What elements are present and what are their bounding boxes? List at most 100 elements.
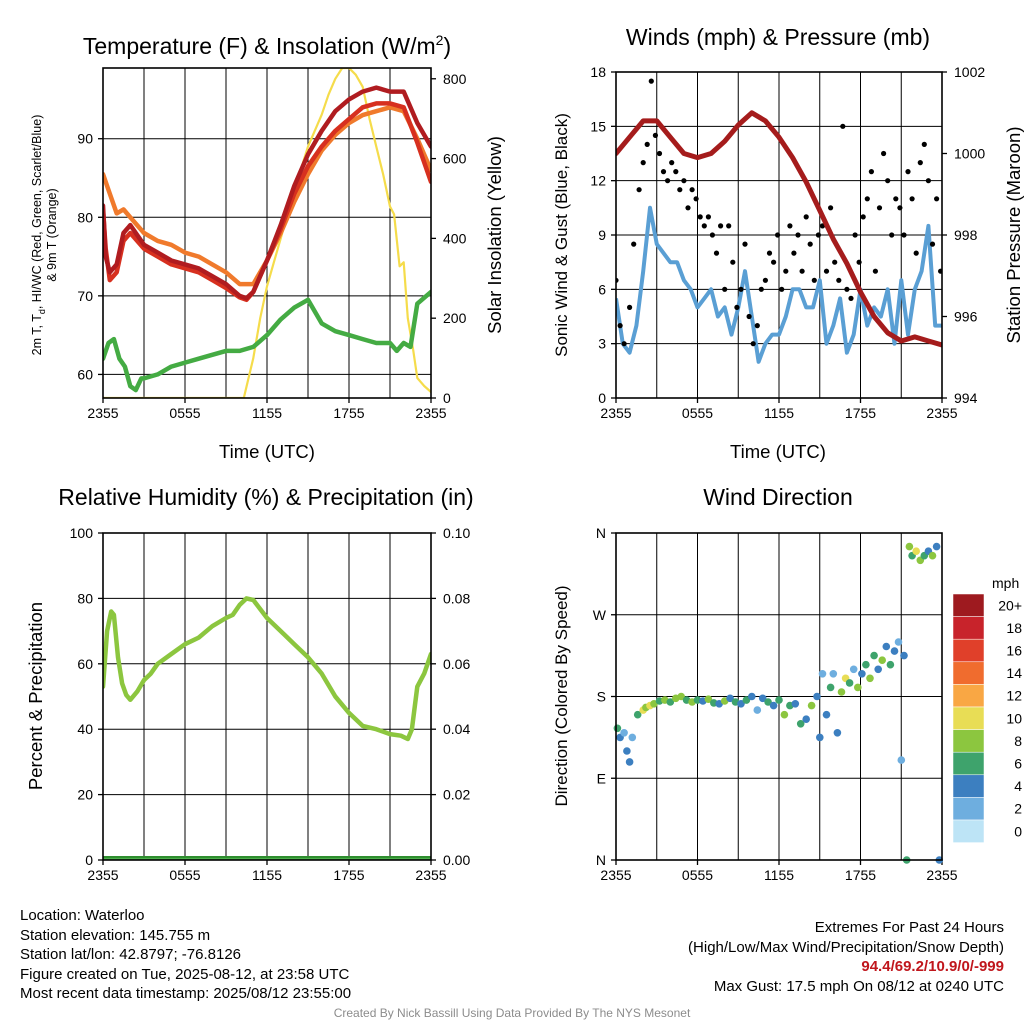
gust-point bbox=[836, 277, 842, 283]
wind-direction-point bbox=[900, 651, 908, 660]
wind_direction-xtick-label: 1155 bbox=[764, 867, 794, 883]
colorbar-swatch bbox=[952, 706, 985, 730]
wind-direction-point bbox=[928, 551, 937, 560]
colorbar-swatch bbox=[952, 616, 985, 640]
wind-direction-point bbox=[677, 692, 685, 701]
extremes-title: Extremes For Past 24 Hours bbox=[814, 919, 1004, 936]
wind-direction-point bbox=[620, 729, 628, 737]
wind-direction-point bbox=[726, 694, 734, 703]
gust-point bbox=[860, 214, 866, 220]
wind-direction-point bbox=[780, 710, 789, 719]
winds-panel-title: Winds (mph) & Pressure (mb) bbox=[626, 24, 930, 50]
temperature-xtick-label: 0555 bbox=[169, 405, 200, 421]
wind-direction-point bbox=[826, 683, 835, 692]
wind-direction-point bbox=[822, 710, 831, 719]
humidity-xtick-label: 0555 bbox=[169, 867, 200, 883]
colorbar-label: 8 bbox=[1014, 733, 1022, 749]
gust-point bbox=[669, 160, 675, 166]
gust-point bbox=[799, 268, 805, 274]
gust-point bbox=[881, 150, 887, 157]
gust-point bbox=[852, 232, 858, 238]
winds-y2tick-label: 996 bbox=[954, 309, 978, 325]
colorbar-label: 18 bbox=[1006, 620, 1022, 636]
gust-point bbox=[754, 323, 760, 329]
gust-point bbox=[709, 232, 716, 238]
temperature-2m-line-group bbox=[103, 85, 431, 301]
humidity-ytick-label: 20 bbox=[77, 787, 93, 803]
humidity-border bbox=[102, 532, 432, 861]
insolation-line-group bbox=[103, 68, 431, 398]
station-pressure-line bbox=[616, 110, 942, 348]
insolation-line bbox=[103, 68, 431, 398]
winds-y2tick-label: 994 bbox=[954, 390, 978, 406]
recent-timestamp: Most recent data timestamp: 2025/08/12 2… bbox=[20, 985, 352, 1002]
temperature-9m-line bbox=[103, 105, 431, 287]
wind_direction-ytick-label: W bbox=[593, 607, 607, 623]
gust-point bbox=[713, 250, 720, 256]
colorbar-label: 10 bbox=[1006, 710, 1022, 726]
humidity-panel-title: Relative Humidity (%) & Precipitation (i… bbox=[58, 484, 473, 510]
wind-direction-point bbox=[858, 670, 866, 678]
gust-point bbox=[627, 304, 633, 310]
station-latlon: Station lat/lon: 42.8797; -76.8126 bbox=[20, 946, 242, 963]
colorbar-swatch bbox=[952, 751, 985, 776]
temperature-x-axis-label: Time (UTC) bbox=[219, 441, 315, 462]
gust-point bbox=[726, 223, 732, 229]
humidity-y2tick-label: 0.00 bbox=[443, 852, 470, 868]
wind-direction-point bbox=[816, 733, 824, 742]
colorbar-swatch bbox=[952, 661, 985, 685]
gust-point bbox=[617, 323, 623, 329]
extremes-description: (High/Low/Max Wind/Precipitation/Snow De… bbox=[688, 938, 1004, 956]
wind-direction-point bbox=[802, 715, 810, 723]
colorbar-swatch bbox=[952, 684, 985, 708]
extremes-values: 94.4/69.2/10.9/0/-999 bbox=[861, 958, 1004, 975]
dewpoint-line-group bbox=[103, 289, 431, 393]
wind-direction-point bbox=[932, 542, 941, 551]
gust-point bbox=[673, 169, 679, 175]
gust-point bbox=[815, 232, 822, 238]
humidity-ytick-label: 40 bbox=[77, 721, 93, 737]
gust-point bbox=[652, 132, 659, 138]
wind-direction-point bbox=[737, 700, 745, 708]
wind-direction-point bbox=[890, 647, 899, 655]
humidity-ytick-label: 60 bbox=[77, 656, 93, 672]
humidity-y2tick-label: 0.08 bbox=[443, 590, 470, 606]
colorbar-label: 20+ bbox=[998, 597, 1022, 613]
winds-xtick-label: 2355 bbox=[600, 405, 631, 421]
wind-direction-point bbox=[905, 542, 914, 551]
gust-point bbox=[701, 223, 707, 229]
temperature-2m-line bbox=[103, 85, 431, 301]
gust-point bbox=[889, 232, 895, 238]
wind-direction-point bbox=[849, 665, 858, 674]
gust-point bbox=[885, 178, 891, 184]
wind-direction-point bbox=[748, 692, 756, 701]
wind-direction-point bbox=[837, 688, 846, 696]
gust-point bbox=[631, 241, 637, 247]
wind-direction-point bbox=[854, 683, 862, 692]
winds-ytick-label: 0 bbox=[598, 390, 606, 406]
colorbar-unit-label: mph bbox=[992, 575, 1019, 591]
wind_direction-xtick-label: 1755 bbox=[845, 867, 876, 883]
gust-point bbox=[730, 259, 736, 265]
gust-point bbox=[771, 259, 777, 265]
gust-point bbox=[677, 187, 683, 193]
temperature-9m-line-group bbox=[103, 105, 431, 287]
winds-y2tick-label: 1002 bbox=[954, 64, 985, 80]
gust-point bbox=[934, 196, 940, 202]
gust-point bbox=[913, 250, 919, 256]
temperature-y2tick-label: 800 bbox=[443, 71, 467, 87]
figure-created: Figure created on Tue, 2025-08-12, at 23… bbox=[20, 965, 350, 983]
winds-left-axis-label: Sonic Wind & Gust (Blue, Black) bbox=[552, 113, 571, 357]
gust-point bbox=[844, 286, 850, 292]
wind-direction-point bbox=[764, 698, 772, 706]
gust-point bbox=[734, 304, 740, 310]
colorbar-label: 6 bbox=[1014, 756, 1022, 772]
winds-ytick-label: 18 bbox=[590, 64, 606, 80]
humidity-series-group bbox=[103, 596, 431, 860]
colorbar-label: 2 bbox=[1014, 801, 1022, 817]
colorbar-swatch bbox=[952, 774, 985, 798]
gust-point bbox=[901, 232, 907, 238]
wind-direction-point bbox=[791, 700, 800, 708]
